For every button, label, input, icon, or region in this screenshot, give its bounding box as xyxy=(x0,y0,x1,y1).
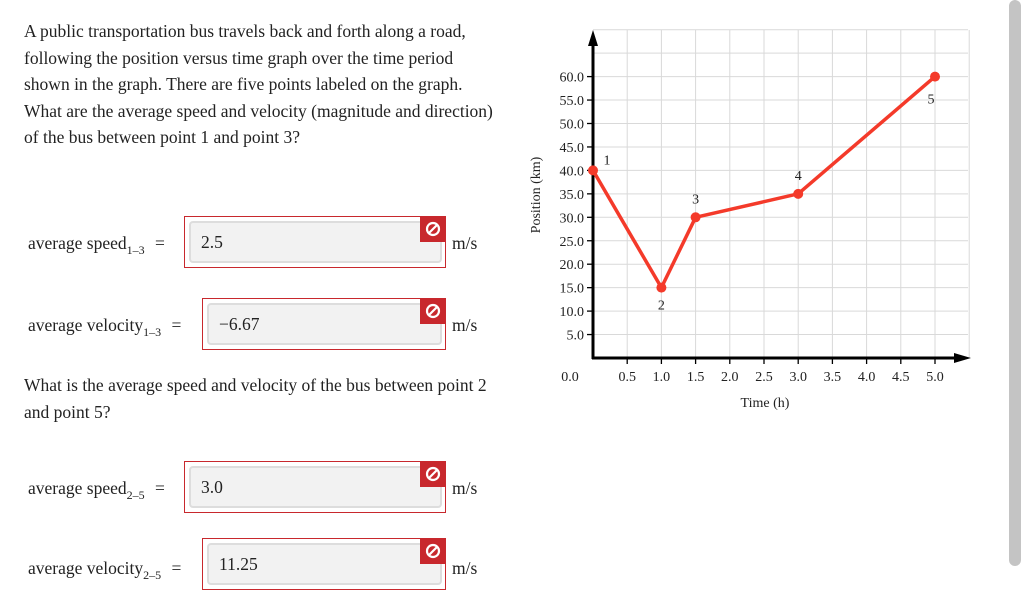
y-tick-label: 30.0 xyxy=(560,211,585,226)
x-tick-label: 4.0 xyxy=(858,370,876,385)
incorrect-icon xyxy=(420,298,446,324)
data-point xyxy=(656,282,667,293)
y-tick-label: 15.0 xyxy=(560,282,585,297)
question-2-text: What is the average speed and velocity o… xyxy=(24,375,487,422)
data-point xyxy=(588,165,598,176)
answer-subscript: 1–3 xyxy=(143,325,162,339)
y-tick-label: 45.0 xyxy=(560,141,585,156)
answer-input[interactable]: 11.25 xyxy=(207,543,442,585)
y-tick-label: 25.0 xyxy=(560,235,585,250)
equals-sign: = xyxy=(171,315,182,335)
answer-input[interactable]: 2.5 xyxy=(189,221,442,263)
answer-label-text: average speed xyxy=(28,478,127,498)
y-tick-label: 55.0 xyxy=(560,94,585,109)
x-tick-label: 0.5 xyxy=(618,370,636,385)
answer-input[interactable]: −6.67 xyxy=(207,303,442,345)
unit-label: m/s xyxy=(452,558,478,578)
y-axis-label: Position (km) xyxy=(529,156,544,233)
question-1-text: A public transportation bus travels back… xyxy=(24,21,493,147)
answer-input[interactable]: 3.0 xyxy=(189,466,442,508)
equals-sign: = xyxy=(155,478,165,498)
y-axis-arrow xyxy=(588,30,598,46)
x-tick-label: 3.0 xyxy=(789,370,807,385)
x-tick-label: 2.0 xyxy=(721,370,739,385)
x-tick-label: 4.5 xyxy=(892,370,910,385)
x-tick-label: 1.5 xyxy=(687,370,705,385)
answer-subscript: 1–3 xyxy=(126,243,145,257)
data-point xyxy=(793,188,804,199)
answer-box: 3.0 xyxy=(184,461,446,513)
x-tick-label: 1.0 xyxy=(653,370,671,385)
scrollbar[interactable] xyxy=(1009,0,1021,566)
answer-label-text: average speed xyxy=(28,233,127,253)
unit-label: m/s xyxy=(452,478,478,498)
point-label: 1 xyxy=(604,153,611,168)
incorrect-icon xyxy=(420,538,446,564)
x-axis-arrow xyxy=(954,353,971,363)
x-tick-label: 3.5 xyxy=(824,370,842,385)
y-tick-label: 5.0 xyxy=(567,329,585,344)
y-tick-label: 20.0 xyxy=(560,258,585,273)
answer-label-text: average velocity xyxy=(28,315,144,335)
equals-sign: = xyxy=(171,558,182,578)
position-time-chart: 5.010.015.020.025.030.035.040.045.050.05… xyxy=(529,29,971,411)
unit-label: m/s xyxy=(452,233,478,253)
x-axis-label: Time (h) xyxy=(741,396,790,411)
data-point xyxy=(690,212,701,223)
data-point xyxy=(930,71,940,82)
equals-sign: = xyxy=(155,233,165,253)
answer-label: average velocity1–3 = xyxy=(28,315,181,340)
y-tick-label: 35.0 xyxy=(560,188,585,203)
unit-label: m/s xyxy=(452,315,478,335)
answer-label: average velocity2–5 = xyxy=(28,558,181,583)
y-tick-label: 60.0 xyxy=(560,71,585,86)
incorrect-icon xyxy=(420,461,446,487)
y-tick-label: 40.0 xyxy=(560,164,585,179)
x-tick-label: 0.0 xyxy=(561,370,579,385)
y-tick-label: 50.0 xyxy=(560,118,585,133)
answer-box: 2.5 xyxy=(184,216,446,268)
point-label: 5 xyxy=(928,93,935,108)
answer-box: −6.67 xyxy=(202,298,446,350)
y-tick-label: 10.0 xyxy=(560,305,585,320)
answer-label: average speed2–5 = xyxy=(28,478,165,503)
incorrect-icon xyxy=(420,216,446,242)
x-tick-label: 5.0 xyxy=(926,370,944,385)
answer-label-text: average velocity xyxy=(28,558,144,578)
answer-label: average speed1–3 = xyxy=(28,233,165,258)
x-tick-label: 2.5 xyxy=(755,370,773,385)
point-label: 2 xyxy=(658,299,665,314)
answer-subscript: 2–5 xyxy=(143,568,162,582)
answer-subscript: 2–5 xyxy=(126,488,145,502)
point-label: 3 xyxy=(692,192,699,207)
answer-box: 11.25 xyxy=(202,538,446,590)
point-label: 4 xyxy=(795,169,802,184)
